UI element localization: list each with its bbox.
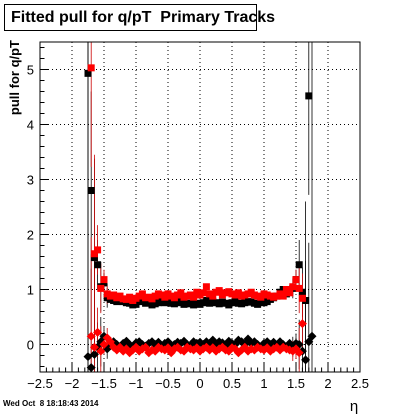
y-tick-label: 2 <box>27 228 34 243</box>
data-point <box>297 319 307 329</box>
data-point <box>209 292 217 300</box>
data-point <box>177 289 185 297</box>
tick-labels: −2.5 −2 −1.5 −1 −0.5 0 0.5 1 1.5 2 2.5 0 1 2 3 4 5 <box>27 63 369 392</box>
x-tick-label: 1.5 <box>287 376 305 391</box>
data-point <box>96 346 106 356</box>
data-point <box>138 290 146 298</box>
x-tick-label: −2 <box>65 376 80 391</box>
data-point <box>298 294 306 302</box>
data-point <box>286 289 294 297</box>
timestamp: Wed Oct 8 18:18:43 2014 <box>3 399 99 408</box>
data-point <box>294 348 304 358</box>
x-tick-label: −1.5 <box>91 376 117 391</box>
data-point <box>97 284 105 292</box>
data-point <box>254 300 262 308</box>
data-point <box>93 327 103 337</box>
axis-ticks <box>39 47 361 372</box>
x-tick-label: −1 <box>129 376 144 391</box>
y-tick-label: 4 <box>27 118 34 133</box>
data-point <box>289 283 297 291</box>
data-point <box>215 287 223 295</box>
data-point <box>305 92 313 100</box>
data-point <box>99 340 109 349</box>
data-point <box>307 331 317 341</box>
x-tick-label: 2.5 <box>351 376 369 391</box>
data-point <box>86 331 96 341</box>
x-tick-label: 0.5 <box>223 376 241 391</box>
data-point <box>298 288 306 296</box>
data-point <box>87 187 95 194</box>
data-point <box>190 293 198 301</box>
x-tick-label: −2.5 <box>27 376 53 391</box>
data-point <box>89 342 99 352</box>
x-tick-label: 0 <box>196 376 203 391</box>
x-tick-label: 1 <box>260 376 267 391</box>
data-point <box>94 261 102 269</box>
data-point <box>295 261 303 269</box>
data-point <box>94 246 102 254</box>
x-tick-label: −0.5 <box>155 376 181 391</box>
x-axis-label: η <box>350 398 358 414</box>
y-axis-label: pull for q/pT <box>7 40 22 115</box>
data-point <box>279 292 287 300</box>
data-point <box>295 284 303 292</box>
data-point <box>84 69 92 77</box>
data-point <box>90 254 98 262</box>
x-tick-label: 2 <box>324 376 331 391</box>
data-point <box>87 64 95 72</box>
data-markers <box>83 64 317 373</box>
data-point <box>89 349 99 359</box>
y-tick-label: 1 <box>27 283 34 298</box>
data-point <box>90 250 98 258</box>
y-tick-label: 3 <box>27 173 34 188</box>
y-tick-label: 5 <box>27 63 34 78</box>
data-point <box>100 276 108 284</box>
y-tick-label: 0 <box>27 338 34 353</box>
data-point <box>199 289 207 297</box>
data-point <box>292 276 300 284</box>
data-point <box>202 283 210 291</box>
chart-title: Fitted pull for q/pT Primary Tracks <box>4 4 275 31</box>
data-point <box>301 355 311 365</box>
